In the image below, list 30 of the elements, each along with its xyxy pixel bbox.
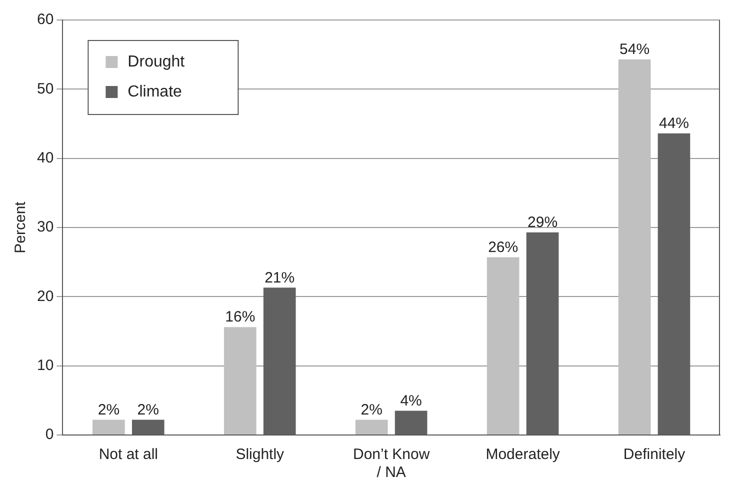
legend-label: Drought xyxy=(128,53,186,70)
y-tick-label: 10 xyxy=(36,356,54,374)
data-label: 21% xyxy=(264,269,295,286)
x-tick-label: Don’t Know / NA xyxy=(352,446,430,482)
y-tick-label: 50 xyxy=(36,80,54,98)
data-label: 29% xyxy=(528,214,558,231)
data-label: 4% xyxy=(400,392,422,410)
bar xyxy=(355,420,388,434)
data-label: 2% xyxy=(137,401,159,418)
y-tick-label: 40 xyxy=(36,149,54,166)
y-tick-label: 0 xyxy=(45,426,54,444)
x-tick-label: Definitely xyxy=(623,446,686,464)
legend-label: Climate xyxy=(128,83,182,100)
x-tick-label: Slightly xyxy=(236,446,285,464)
data-label: 44% xyxy=(658,115,690,132)
bar xyxy=(486,257,520,434)
y-axis-title: Percent xyxy=(12,200,30,254)
y-tick-label: 30 xyxy=(36,218,54,236)
data-label: 16% xyxy=(225,308,256,326)
x-tick-label: Not at all xyxy=(98,446,158,464)
y-tick-label: 60 xyxy=(36,11,54,28)
bar xyxy=(618,59,651,434)
data-label: 54% xyxy=(620,41,650,58)
data-label: 26% xyxy=(488,238,518,256)
y-tick-label: 20 xyxy=(36,288,54,305)
x-tick-label: Moderately xyxy=(486,446,560,464)
bar xyxy=(224,327,256,434)
data-label: 2% xyxy=(98,401,120,418)
data-label: 2% xyxy=(360,401,382,418)
bar xyxy=(92,420,125,434)
